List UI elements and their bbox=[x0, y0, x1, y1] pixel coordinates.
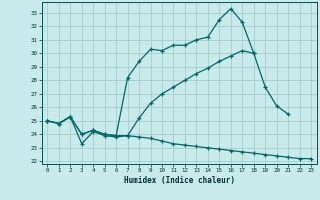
X-axis label: Humidex (Indice chaleur): Humidex (Indice chaleur) bbox=[124, 176, 235, 185]
